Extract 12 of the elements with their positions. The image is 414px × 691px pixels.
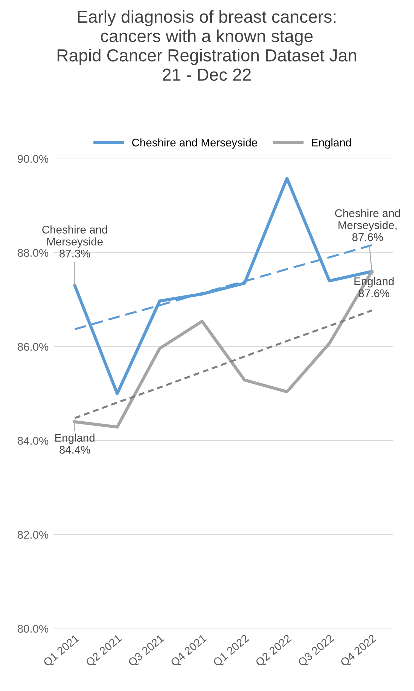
legend-label: England (312, 138, 352, 149)
y-tick-label: 88.0% (18, 249, 49, 258)
legend-label: Cheshire and Merseyside (132, 138, 258, 149)
annotation: Cheshire and Merseyside, 87.6% (335, 209, 400, 242)
y-tick-label: 82.0% (18, 531, 49, 539)
chart-title: Early diagnosis of breast cancers: cancers with a known stage Rapid Cancer Registration Dataset Jan 21 - Dec 22 (58, 10, 356, 82)
y-tick-label: 90.0% (18, 155, 49, 164)
y-tick-label: 86.0% (18, 343, 49, 352)
y-tick-label: 84.0% (18, 437, 49, 445)
annotation: England 84.4% (56, 434, 95, 454)
annotation: England 87.6% (354, 277, 394, 298)
y-tick-label: 80.0% (18, 625, 49, 633)
